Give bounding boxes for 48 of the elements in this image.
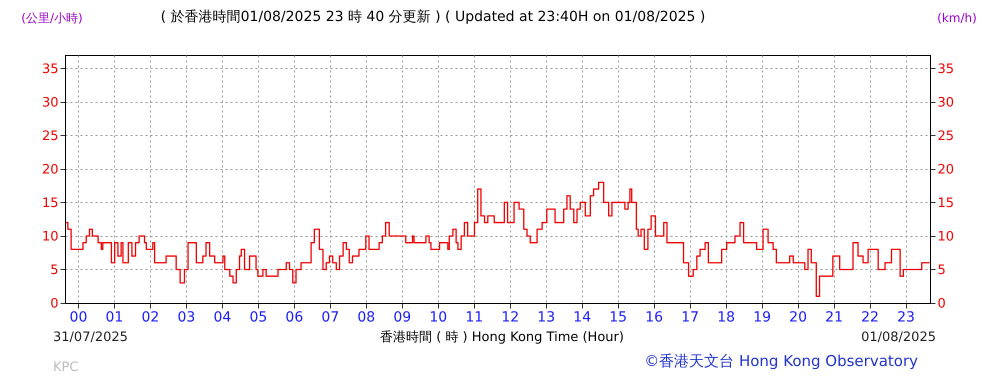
y-tick-label: 5 [50,262,58,278]
x-tick-label: 21 [825,310,843,326]
x-tick-label: 17 [681,310,700,326]
x-tick-label: 16 [645,310,664,326]
x-tick-label: 23 [897,310,915,326]
text: KPC [53,360,78,375]
x-tick-label: 11 [465,310,484,326]
x-tick-label: 15 [609,310,628,326]
x-tick-label: 03 [177,310,196,326]
y2-tick-label: 20 [938,162,954,178]
x-tick-label: 18 [717,310,736,326]
y2-tick-label: 10 [938,229,954,244]
y2-tick-label: 5 [938,262,946,278]
y-tick-label: 10 [42,229,58,244]
text: ©香港天文台 Hong Kong Observatory [644,352,918,370]
x-tick-label: 12 [501,310,520,326]
x-tick-label: 14 [573,310,592,326]
x-tick-label: 00 [70,310,88,326]
x-tick-label: 07 [321,310,340,326]
x-tick-label: 02 [142,310,160,326]
x-tick-label: 01 [106,310,124,326]
text: 31/07/2025 [53,330,128,345]
chart-title: ( 於香港時間01/08/2025 23 時 40 分更新 ) ( Updated at 23:40H on 01/08/2025 ) [160,9,706,25]
y-tick-label: 0 [50,296,58,312]
y2-tick-label: 25 [938,128,954,144]
x-tick-label: 04 [213,310,232,326]
x-tick-label: 13 [537,310,556,326]
y2-axis-title: (km/h) [937,11,977,25]
x-tick-label: 06 [285,310,304,326]
y2-tick-label: 30 [938,95,954,110]
x-tick-label: 05 [249,310,268,326]
y-tick-label: 25 [42,128,58,144]
x-tick-label: 09 [393,310,412,326]
x-tick-label: 10 [429,310,448,326]
y-tick-label: 20 [42,162,58,178]
x-tick-label: 22 [861,310,879,326]
text: 01/08/2025 [861,330,936,345]
x-tick-label: 08 [357,310,376,326]
x-axis-title: 香港時間 ( 時 ) Hong Kong Time (Hour) [380,330,624,345]
x-tick-label: 19 [753,310,772,326]
y-axis-title: (公里/小時) [21,11,83,25]
y2-tick-label: 0 [938,296,946,312]
y-tick-label: 30 [42,95,58,110]
y-tick-label: 35 [42,62,58,77]
x-tick-label: 20 [789,310,807,326]
y-tick-label: 15 [42,196,58,211]
y2-tick-label: 35 [938,62,954,77]
y2-tick-label: 15 [938,196,954,211]
